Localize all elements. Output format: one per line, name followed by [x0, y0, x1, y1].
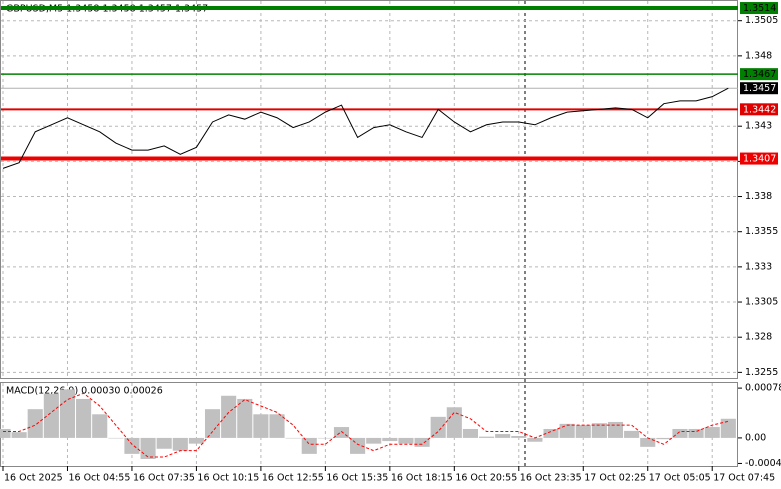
- level-label-box: [740, 152, 778, 165]
- macd-bar: [462, 428, 478, 438]
- macd-bar: [607, 421, 624, 438]
- macd-bar: [285, 437, 301, 439]
- macd-bar: [156, 437, 172, 449]
- x-tick-label: 16 Oct 20:55: [455, 473, 517, 484]
- price-line: [2, 87, 729, 169]
- macd-bar: [414, 437, 430, 447]
- macd-bar: [704, 427, 720, 438]
- level-label: 1.3514: [743, 3, 776, 14]
- macd-bar: [204, 409, 221, 438]
- macd-bar: [43, 393, 59, 438]
- macd-bar: [124, 437, 140, 454]
- y-tick-label: 1.343: [745, 121, 772, 132]
- macd-bar: [108, 437, 124, 439]
- y-tick-label: 0.00078: [745, 383, 781, 394]
- y-tick-label: 1.328: [745, 332, 772, 343]
- macd-bar: [253, 414, 269, 438]
- level-label-box: [740, 103, 778, 116]
- macd-bar: [76, 398, 92, 438]
- x-tick-label: 16 Oct 23:35: [520, 473, 582, 484]
- macd-bar: [656, 437, 672, 440]
- y-tick-label: 1.348: [745, 50, 772, 61]
- x-tick-label: 17 Oct 05:05: [649, 473, 711, 484]
- macd-bar: [11, 432, 27, 438]
- x-tick-label: 16 Oct 04:55: [68, 473, 130, 484]
- macd-bar: [366, 437, 382, 444]
- y-tick-label: 1.3305: [745, 297, 778, 308]
- macd-bar: [221, 395, 237, 438]
- macd-bar: [527, 437, 543, 442]
- level-label-box: [740, 2, 778, 15]
- macd-bar: [172, 437, 188, 451]
- macd-title: MACD(12,26,9) 0.00030 0.00026: [6, 386, 163, 397]
- macd-bar: [575, 425, 591, 438]
- level-label: 1.3442: [743, 104, 776, 115]
- macd-bar: [446, 407, 462, 438]
- macd-bar: [672, 428, 688, 438]
- level-label: 1.3467: [743, 69, 776, 80]
- macd-bar: [92, 414, 108, 438]
- macd-bar: [430, 416, 446, 438]
- y-tick-label: 0.00: [745, 432, 766, 443]
- x-tick-label: 16 Oct 15:35: [326, 473, 388, 484]
- x-tick-label: 17 Oct 02:25: [584, 473, 646, 484]
- macd-bar: [27, 409, 43, 438]
- macd-bar: [317, 437, 333, 439]
- x-tick-label: 16 Oct 2025: [4, 473, 63, 484]
- last-price-box: [740, 82, 778, 95]
- x-tick-label: 16 Oct 10:15: [197, 473, 259, 484]
- macd-bar: [382, 437, 398, 442]
- y-tick-label: 1.333: [745, 261, 772, 272]
- macd-bar: [543, 428, 559, 438]
- macd-bar: [640, 437, 656, 447]
- y-tick-label: 1.338: [745, 191, 772, 202]
- x-tick-label: 16 Oct 12:55: [262, 473, 324, 484]
- macd-bar: [59, 389, 76, 438]
- y-tick-label: 1.3355: [745, 226, 778, 237]
- macd-bar: [591, 423, 607, 438]
- macd-bar: [0, 428, 11, 438]
- y-tick-label: 1.3505: [745, 15, 778, 26]
- x-tick-label: 17 Oct 07:45: [713, 473, 775, 484]
- macd-bar: [398, 437, 414, 444]
- y-tick-label: -0.0004: [745, 458, 781, 469]
- level-label: 1.3407: [743, 154, 776, 165]
- signal-line: [3, 392, 729, 458]
- macd-frame: [0, 382, 738, 467]
- macd-bar: [511, 435, 527, 438]
- last-price-label: 1.3457: [743, 83, 776, 94]
- main-frame: [0, 0, 738, 379]
- x-tick-label: 16 Oct 07:35: [133, 473, 195, 484]
- macd-bar: [237, 398, 253, 438]
- macd-bar: [333, 427, 350, 438]
- macd-bar: [495, 434, 511, 438]
- macd-bar: [140, 437, 156, 459]
- macd-bar: [478, 436, 495, 438]
- macd-bar: [624, 430, 640, 438]
- x-tick-label: 16 Oct 18:15: [391, 473, 453, 484]
- macd-bar: [301, 437, 317, 454]
- macd-bar: [188, 437, 204, 444]
- macd-bar: [559, 423, 575, 438]
- macd-bar: [688, 428, 704, 438]
- y-tick-label: 1.3255: [745, 367, 778, 378]
- macd-bar: [269, 414, 285, 438]
- macd-bar: [720, 418, 736, 438]
- level-label-box: [740, 68, 778, 81]
